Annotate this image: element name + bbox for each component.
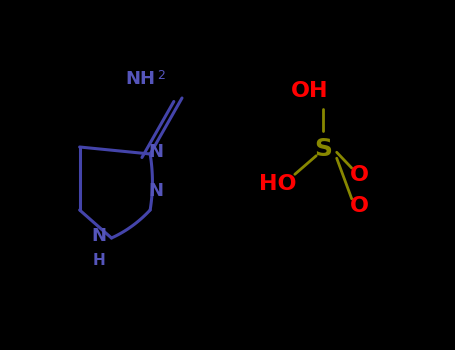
Text: N: N xyxy=(92,227,106,245)
Text: HO: HO xyxy=(259,174,296,194)
Text: S: S xyxy=(314,137,332,161)
Text: 2: 2 xyxy=(157,69,165,82)
Text: O: O xyxy=(350,165,369,185)
Text: N: N xyxy=(149,143,164,161)
Text: NH: NH xyxy=(125,70,155,88)
Text: H: H xyxy=(93,253,106,268)
Text: O: O xyxy=(350,196,369,217)
Text: OH: OH xyxy=(291,81,328,101)
Text: N: N xyxy=(149,182,164,200)
